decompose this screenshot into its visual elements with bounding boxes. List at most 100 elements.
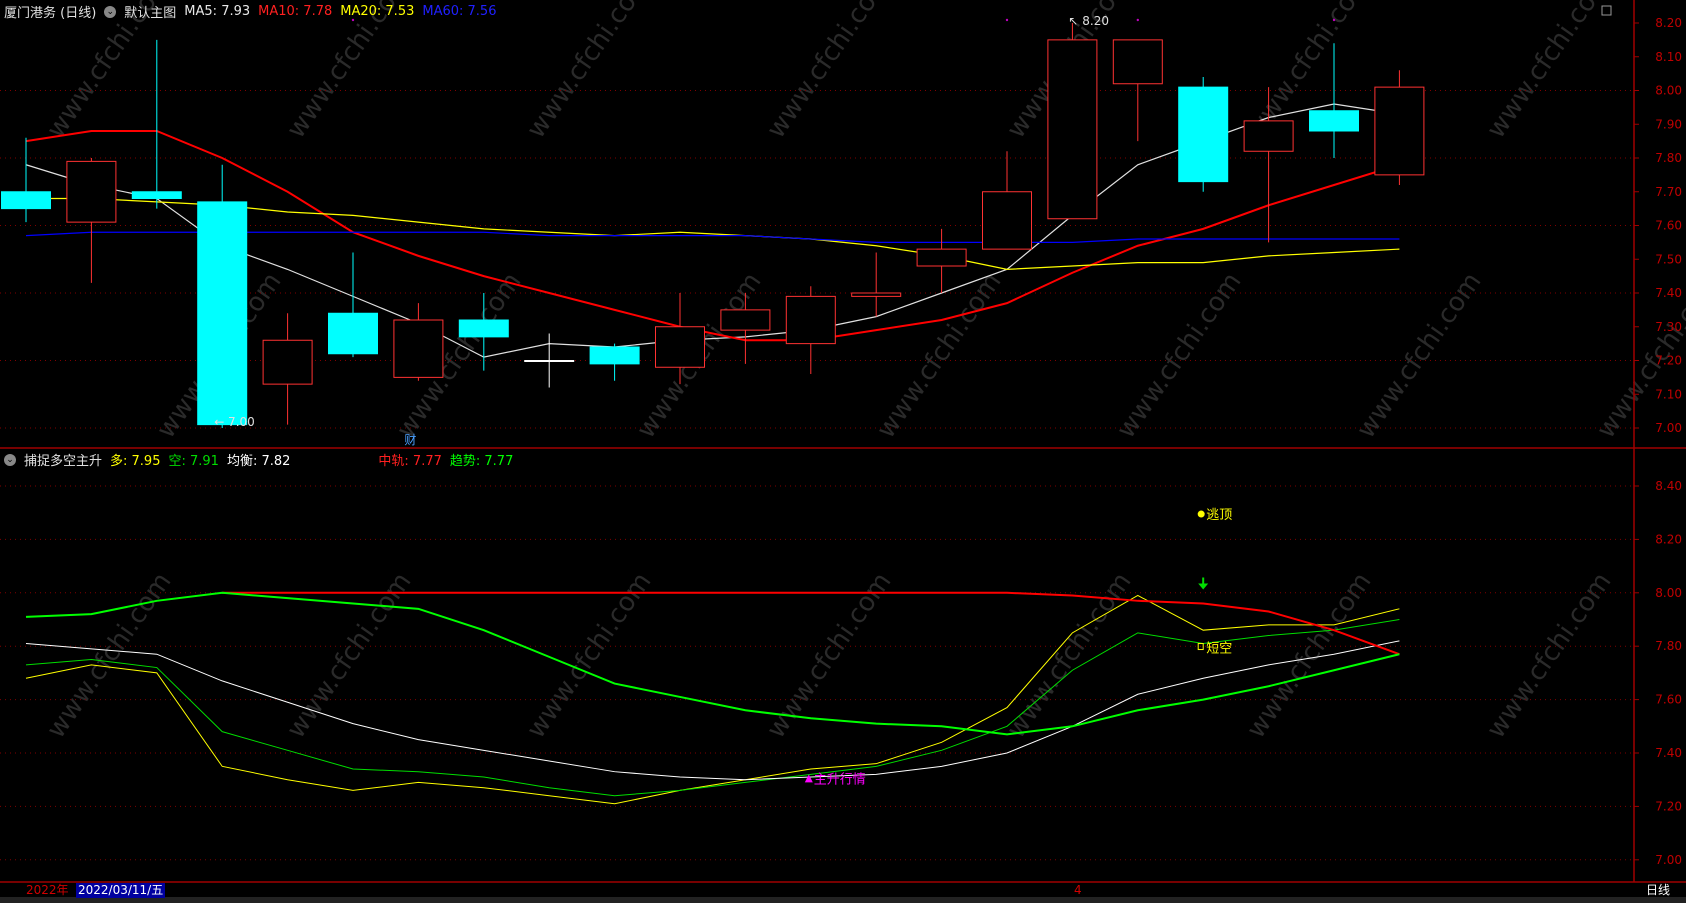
main-chart-header: 厦门港务 (日线) ⌄ 默认主图 MA5: 7.93 MA10: 7.78 MA…	[4, 2, 496, 21]
bottom-toolbar	[0, 897, 1686, 903]
cursor-date: 2022/03/11/五	[76, 883, 166, 898]
candle-body	[1047, 39, 1098, 220]
candle-body	[1178, 86, 1229, 183]
candle	[589, 343, 640, 381]
y-tick-label: 8.40	[1655, 479, 1682, 493]
y-tick-label: 7.40	[1655, 286, 1682, 300]
month-marker: 4	[1074, 883, 1082, 897]
candle	[524, 333, 575, 388]
signal-label: 主升行情	[814, 772, 866, 787]
sub-junheng-line	[25, 640, 1400, 781]
y-tick-label: 7.70	[1655, 185, 1682, 199]
y-tick-label: 8.20	[1655, 16, 1682, 30]
candle	[393, 303, 444, 381]
candle	[1047, 23, 1098, 220]
candle-body	[982, 191, 1032, 250]
sub-qushi-line	[25, 591, 1400, 736]
kong-value: 空: 7.91	[168, 454, 219, 469]
candle-body	[916, 248, 967, 267]
watermark-text: www.cfchi.com	[281, 0, 417, 144]
candle	[1178, 77, 1229, 192]
candle	[1309, 43, 1359, 158]
y-tick-label: 7.80	[1655, 151, 1682, 165]
watermark-text: www.cfchi.com	[41, 567, 177, 744]
main-indicator-name[interactable]: 默认主图	[124, 6, 177, 21]
y-tick-label: 7.20	[1655, 799, 1682, 813]
sub-kong-line	[25, 619, 1400, 797]
ma5-value: MA5: 7.93	[184, 4, 251, 19]
y-tick-label: 7.50	[1655, 252, 1682, 266]
down-arrow-icon	[1198, 577, 1209, 590]
y-tick-label: 7.80	[1655, 639, 1682, 653]
expand-icon	[1601, 5, 1612, 16]
sub-zhonggui-line	[222, 591, 1400, 656]
watermark-text: www.cfchi.com	[1111, 267, 1247, 444]
candle	[197, 164, 248, 428]
y-tick-label: 8.20	[1655, 532, 1682, 546]
junheng-value: 均衡: 7.82	[226, 454, 291, 469]
candle	[1, 137, 51, 223]
watermark-text: www.cfchi.com	[1481, 0, 1617, 144]
y-tick-label: 7.10	[1655, 387, 1682, 401]
candle-body	[458, 319, 509, 338]
candle	[720, 293, 771, 364]
watermark-text: www.cfchi.com	[1481, 567, 1617, 744]
sub-indicator-name[interactable]: 捕捉多空主升	[24, 454, 103, 469]
signal-box-icon	[1197, 643, 1204, 651]
ma20-value: MA20: 7.53	[340, 4, 415, 19]
candle	[131, 39, 182, 209]
candle	[982, 151, 1032, 250]
ma20-line	[26, 197, 1400, 270]
candle-body	[262, 339, 313, 385]
candle	[916, 228, 967, 293]
ma60-line	[25, 231, 1400, 243]
candle	[458, 293, 509, 371]
high-marker: ↖ 8.20	[1068, 14, 1109, 28]
candle	[655, 293, 705, 385]
event-marker: 财	[404, 433, 416, 447]
duo-value: 多: 7.95	[110, 454, 161, 469]
candle-body	[1243, 120, 1294, 152]
y-tick-label: 7.00	[1655, 421, 1682, 435]
ma10-value: MA10: 7.78	[258, 4, 333, 19]
y-tick-label: 7.60	[1655, 219, 1682, 233]
candle-body	[328, 312, 378, 355]
candle-body	[66, 160, 117, 223]
candle	[785, 286, 836, 374]
signal-dot-icon	[1197, 510, 1205, 518]
year-label: 2022年	[26, 883, 69, 897]
candle	[1112, 39, 1163, 142]
signal-dot	[1136, 18, 1140, 22]
ma5-line	[25, 103, 1400, 358]
sub-chart-header: ⌄ 捕捉多空主升 多: 7.95 空: 7.91 均衡: 7.82 中轨: 7.…	[4, 450, 513, 469]
candle	[1243, 87, 1294, 243]
ma60-value: MA60: 7.56	[422, 4, 497, 19]
indicator-dropdown-icon[interactable]: ⌄	[104, 5, 117, 18]
candle-body	[1112, 39, 1163, 85]
candle-body	[851, 292, 902, 297]
candle	[66, 158, 117, 283]
sub-indicator-dropdown-icon[interactable]: ⌄	[4, 453, 16, 466]
low-marker: ← 7.00	[214, 415, 255, 429]
candle-body	[1309, 110, 1359, 132]
zhonggui-value: 中轨: 7.77	[378, 454, 442, 469]
candle	[328, 252, 378, 358]
candle-body	[589, 346, 640, 365]
candle-body	[524, 360, 575, 362]
watermark-text: www.cfchi.com	[761, 0, 897, 144]
signal-dot	[1005, 18, 1009, 22]
candle-body	[131, 191, 182, 199]
candle-body	[720, 309, 771, 331]
signal-label: 短空	[1206, 642, 1232, 657]
watermark-text: www.cfchi.com	[521, 0, 657, 144]
candle-body	[1, 191, 51, 210]
y-tick-label: 8.10	[1655, 50, 1682, 64]
signal-dot	[351, 18, 355, 22]
y-tick-label: 7.20	[1655, 354, 1682, 368]
candle	[851, 252, 902, 317]
period-button[interactable]: 日线	[1646, 883, 1671, 897]
watermark-text: www.cfchi.com	[1241, 567, 1377, 744]
candle-body	[785, 295, 836, 345]
ma10-line	[25, 130, 1400, 342]
